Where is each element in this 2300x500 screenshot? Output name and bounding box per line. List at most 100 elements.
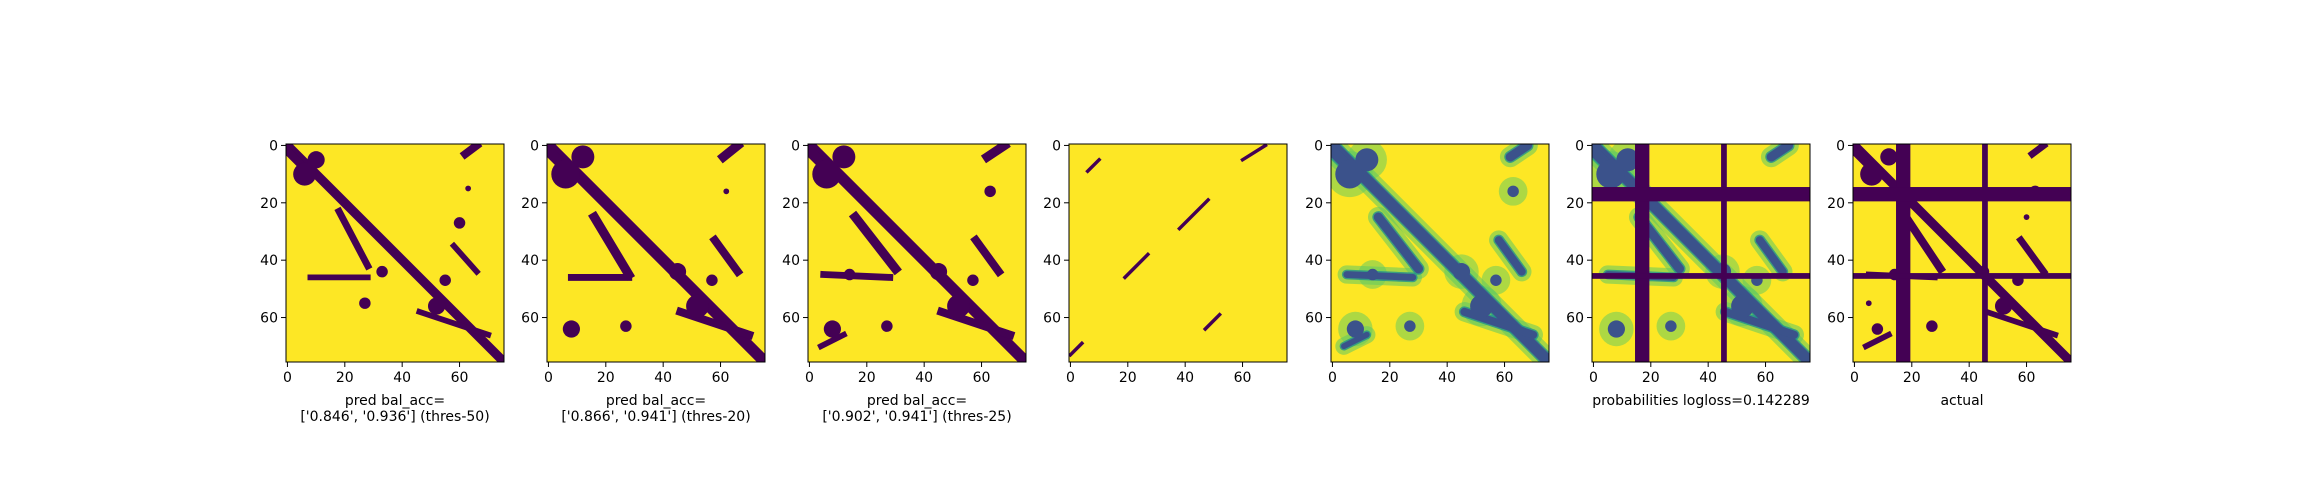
heatmap-plot-area — [547, 144, 765, 362]
heatmap-frame — [1068, 143, 1288, 363]
x-tick-label: 0 — [1589, 370, 1598, 386]
y-tick-label: 40 — [782, 253, 800, 269]
heatmap-contact-blob — [1616, 148, 1640, 172]
x-tick-label: 60 — [973, 370, 991, 386]
x-tick-label: 40 — [1960, 370, 1978, 386]
heatmap-band-row — [1592, 187, 1810, 202]
x-tick-label: 20 — [1119, 370, 1137, 386]
x-tick-label: 20 — [336, 370, 354, 386]
heatmap-contact-blob — [668, 263, 687, 281]
heatmap-contact-blob — [551, 159, 580, 189]
heatmap-contact-stripe — [1900, 211, 1947, 275]
heatmap-band-row — [1853, 273, 2071, 279]
heatmap-contact-stripe — [1373, 212, 1424, 274]
y-tick-label: 40 — [1566, 253, 1584, 269]
heatmap-contact-stripe — [1755, 236, 1787, 276]
heatmap-band-col — [1635, 144, 1650, 362]
heatmap-contact-blob — [1871, 323, 1884, 335]
heatmap-band-col — [1896, 144, 1911, 362]
x-tick-label: 0 — [544, 370, 553, 386]
y-tick-label: 0 — [791, 138, 800, 154]
heatmap-panel-pred-thres-50: 0 20 40 60 0 20 40 60 pred bal_acc=['0.846', '0.… — [260, 138, 505, 425]
y-tick-label: 0 — [1314, 138, 1323, 154]
y-tick-label: 40 — [1043, 253, 1061, 269]
x-axis-label: probabilities logloss=0.142289 — [1592, 393, 1810, 409]
x-tick-label: 60 — [1757, 370, 1775, 386]
heatmap-background — [1069, 144, 1287, 362]
heatmap-band-col — [1982, 144, 1988, 362]
x-axis-label: pred bal_acc= — [345, 393, 445, 409]
x-axis-label: pred bal_acc= — [867, 393, 967, 409]
x-tick-label: 0 — [1328, 370, 1337, 386]
heatmap-contact-blob — [1926, 320, 1938, 332]
x-axis-label: pred bal_acc= — [606, 393, 706, 409]
heatmap-contact-blob — [881, 320, 893, 332]
heatmap-contact-stripe — [459, 144, 483, 160]
y-tick-label: 20 — [1305, 196, 1323, 212]
heatmap-plot-area — [1069, 144, 1287, 362]
heatmap-contact-blob — [427, 297, 446, 315]
heatmap-contact-stripe — [817, 330, 848, 351]
heatmap-contact-blob — [984, 185, 996, 198]
y-tick-label: 60 — [1827, 311, 1845, 327]
heatmap-contact-blob — [723, 188, 730, 195]
y-tick-label: 40 — [1827, 253, 1845, 269]
x-tick-label: 40 — [1176, 370, 1194, 386]
heatmap-contact-stripe — [1494, 236, 1526, 276]
heatmap-panel-probabilities-logloss: 0 20 40 60 0 20 40 60 probabilities logloss=0.14… — [1566, 138, 1811, 409]
heatmap-panel-probabilities: 0 20 40 60 0 20 40 60 — [1305, 138, 1550, 386]
heatmap-contact-blob — [562, 320, 580, 338]
x-tick-label: 20 — [597, 370, 615, 386]
heatmap-contact-blob — [1880, 148, 1898, 166]
heatmap-plot-area — [286, 144, 504, 362]
y-tick-label: 0 — [1052, 138, 1061, 154]
heatmap-contact-blob — [439, 274, 451, 286]
heatmap-contact-stripe — [1766, 144, 1794, 162]
heatmap-panel-pred-thres-25: 0 20 40 60 0 20 40 60 pred bal_acc=['0.902', '0.… — [782, 138, 1027, 425]
y-tick-label: 20 — [1566, 196, 1584, 212]
x-axis-label: ['0.866', '0.941'] (thres-20) — [561, 409, 750, 425]
x-tick-label: 20 — [858, 370, 876, 386]
x-tick-label: 40 — [654, 370, 672, 386]
x-tick-label: 0 — [805, 370, 814, 386]
heatmap-contact-blob — [843, 268, 856, 281]
heatmap-contact-blob — [1335, 159, 1364, 189]
heatmap-contact-blob — [1452, 263, 1471, 281]
y-tick-label: 20 — [1043, 196, 1061, 212]
heatmap-contact-stripe — [820, 270, 894, 281]
heatmap-panel-pred-sparse: 0 20 40 60 0 20 40 60 — [1043, 138, 1288, 386]
heatmap-band-col — [1721, 144, 1727, 362]
x-tick-label: 40 — [1699, 370, 1717, 386]
heatmap-contact-blob — [465, 185, 472, 192]
heatmap-contact-blob — [686, 294, 710, 318]
x-tick-label: 0 — [1850, 370, 1859, 386]
heatmap-contact-blob — [453, 217, 466, 229]
heatmap-contact-stripe — [1341, 331, 1370, 350]
x-axis-label: ['0.902', '0.941'] (thres-25) — [822, 409, 1011, 425]
heatmap-contact-blob — [1994, 297, 2013, 315]
x-tick-label: 0 — [283, 370, 292, 386]
heatmap-panel-actual: 0 20 40 60 0 20 40 60 actual — [1827, 138, 2072, 409]
heatmap-contact-blob — [1607, 320, 1625, 338]
heatmap-contact-stripe — [1505, 144, 1533, 162]
heatmap-panel-pred-thres-20: 0 20 40 60 0 20 40 60 pred bal_acc=['0.866', '0.… — [521, 138, 766, 425]
heatmap-contact-stripe — [334, 206, 373, 271]
y-tick-label: 60 — [1305, 311, 1323, 327]
heatmap-contact-blob — [1490, 274, 1502, 286]
heatmap-plot-area — [1592, 144, 1810, 362]
heatmap-band-row — [1592, 273, 1810, 279]
x-tick-label: 60 — [1496, 370, 1514, 386]
y-tick-label: 0 — [269, 138, 278, 154]
heatmap-contact-stripe — [1122, 252, 1151, 280]
heatmap-frame — [807, 143, 1027, 363]
heatmap-contact-blob — [307, 151, 325, 169]
heatmap-contact-blob — [1865, 300, 1872, 307]
y-tick-label: 60 — [521, 311, 539, 327]
heatmap-contact-stripe — [1240, 144, 1268, 163]
heatmap-contact-stripe — [1177, 197, 1211, 232]
x-tick-label: 60 — [2018, 370, 2036, 386]
heatmap-contact-blob — [1507, 185, 1519, 198]
y-tick-label: 40 — [521, 253, 539, 269]
y-tick-label: 40 — [1305, 253, 1323, 269]
